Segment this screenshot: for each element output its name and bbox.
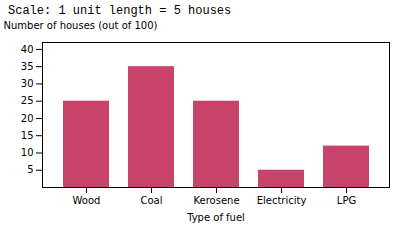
svg-text:Coal: Coal xyxy=(140,195,162,206)
svg-text:20: 20 xyxy=(21,113,34,124)
svg-text:Electricity: Electricity xyxy=(257,195,307,206)
svg-text:35: 35 xyxy=(21,61,34,72)
svg-text:10: 10 xyxy=(21,147,34,158)
svg-text:LPG: LPG xyxy=(337,195,356,206)
svg-text:Type of fuel: Type of fuel xyxy=(186,212,245,223)
svg-text:40: 40 xyxy=(21,44,34,55)
svg-text:25: 25 xyxy=(21,95,34,106)
svg-text:30: 30 xyxy=(21,78,34,89)
svg-text:Number of houses (out of 100): Number of houses (out of 100) xyxy=(4,20,158,31)
svg-text:Wood: Wood xyxy=(73,195,101,206)
svg-text:15: 15 xyxy=(21,130,34,141)
svg-text:Kerosene: Kerosene xyxy=(193,195,239,206)
html-text:Scale: 1 unit length = 5 house: Scale: 1 unit length = 5 houses xyxy=(8,4,232,18)
svg-text:5: 5 xyxy=(27,164,33,175)
